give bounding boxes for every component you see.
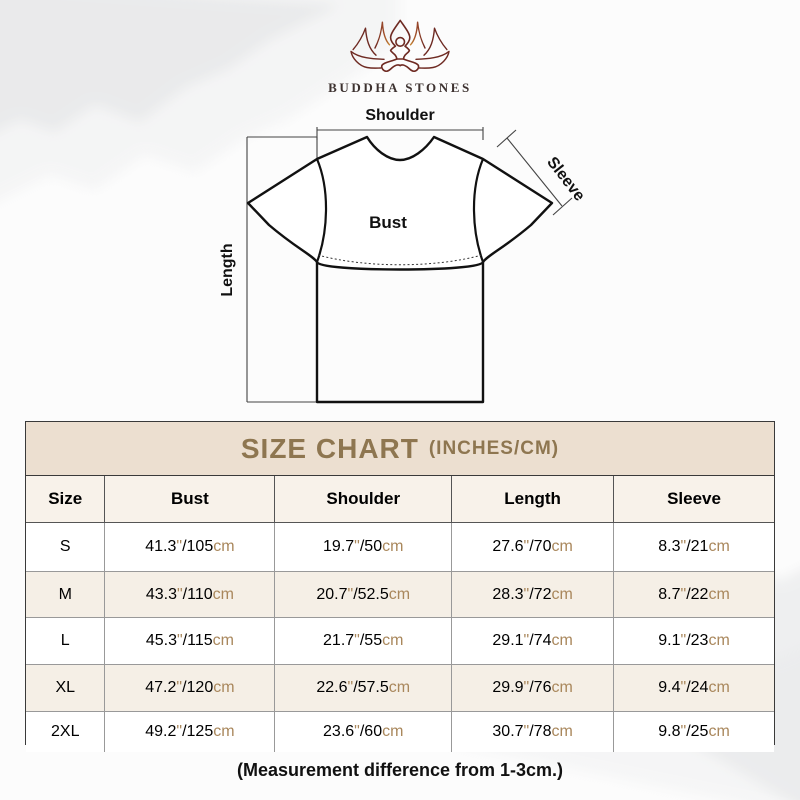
svg-text:Shoulder: Shoulder xyxy=(365,107,434,124)
svg-text:Sleeve: Sleeve xyxy=(543,154,588,205)
svg-text:Bust: Bust xyxy=(369,213,407,232)
svg-text:Length: Length xyxy=(219,243,236,296)
